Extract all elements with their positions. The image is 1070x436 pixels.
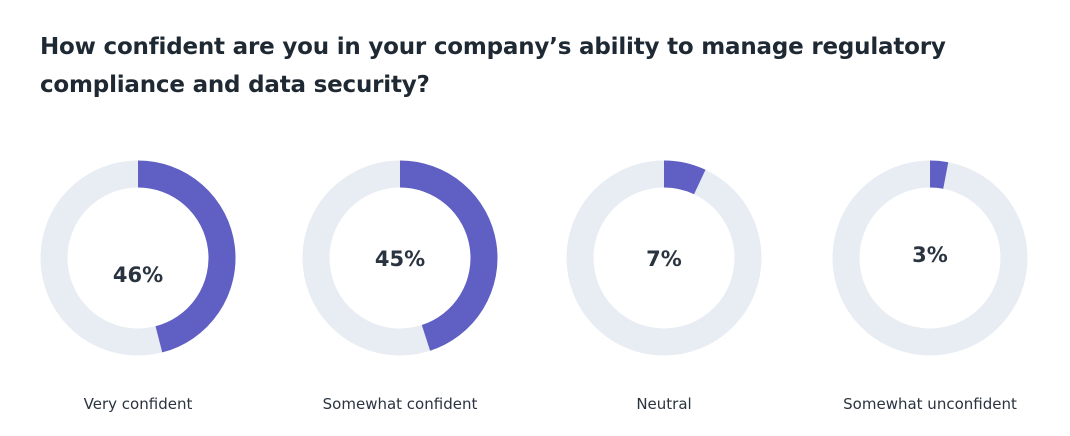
donut-4: 3% Somewhat unconfident: [832, 160, 1028, 413]
donut-segment: [929, 160, 949, 189]
category-label: Neutral: [636, 395, 691, 413]
donut-3: 7% Neutral: [566, 160, 762, 413]
donut-2: 45% Somewhat confident: [302, 160, 498, 413]
donut-segment: [663, 160, 706, 195]
percent-label: 7%: [646, 247, 682, 271]
category-label: Somewhat unconfident: [843, 395, 1017, 413]
chart-title: How confident are you in your company’s …: [40, 34, 946, 98]
percent-label: 45%: [375, 247, 425, 271]
percent-label: 3%: [912, 243, 948, 267]
donut-1: 46% Very confident: [40, 160, 236, 413]
percent-label: 46%: [113, 263, 163, 287]
donut-segment: [399, 160, 498, 351]
category-label: Very confident: [84, 395, 193, 413]
donut-segment: [137, 160, 236, 353]
category-label: Somewhat confident: [323, 395, 478, 413]
